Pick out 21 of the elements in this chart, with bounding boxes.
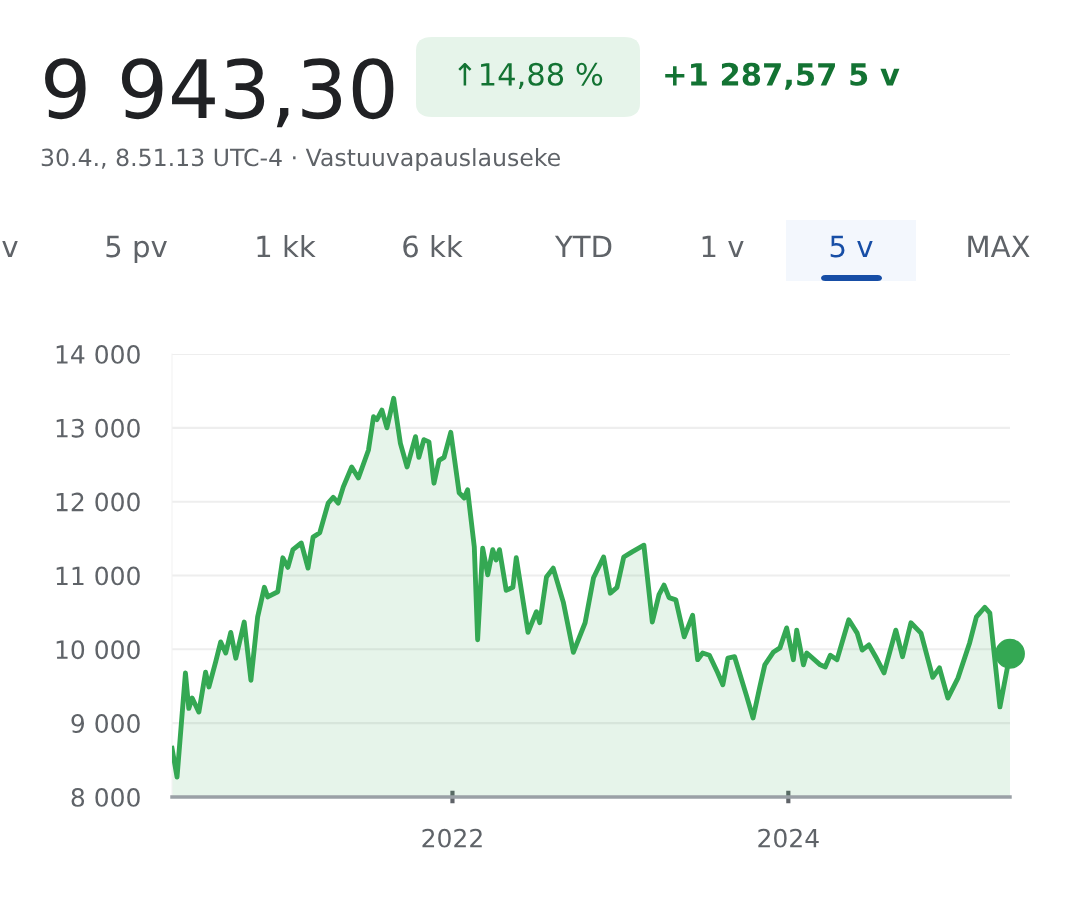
text: MAX xyxy=(968,235,1030,258)
chart-subtitle: 30.4., 8.51.13 UTC-4 · Vastuuvapauslauseke xyxy=(41,148,560,171)
text: YTD xyxy=(554,235,612,258)
text: 6 kk xyxy=(403,234,463,258)
text: ↑14,88 % xyxy=(458,62,603,89)
x-tick-label: 2024 xyxy=(758,828,819,848)
text: +1 287,57 5 v xyxy=(665,62,900,90)
chart-title: 9 943,30 xyxy=(45,58,394,128)
y-tick-label: 14 000 xyxy=(56,344,140,364)
y-tick-label: 9 000 xyxy=(71,714,140,734)
y-tick-label: 10 000 xyxy=(56,640,140,660)
text: 5 pv xyxy=(106,235,167,264)
y-tick-label: 12 000 xyxy=(56,492,140,512)
x-tick-label: 2022 xyxy=(422,828,482,848)
text: 1 v xyxy=(702,235,744,258)
text: 5 v xyxy=(830,235,873,258)
y-tick-label: 13 000 xyxy=(56,418,140,438)
text: 1 kk xyxy=(257,234,316,258)
text: v xyxy=(2,241,18,258)
y-tick-label: 8 000 xyxy=(71,787,140,807)
y-tick-label: 11 000 xyxy=(56,566,140,586)
